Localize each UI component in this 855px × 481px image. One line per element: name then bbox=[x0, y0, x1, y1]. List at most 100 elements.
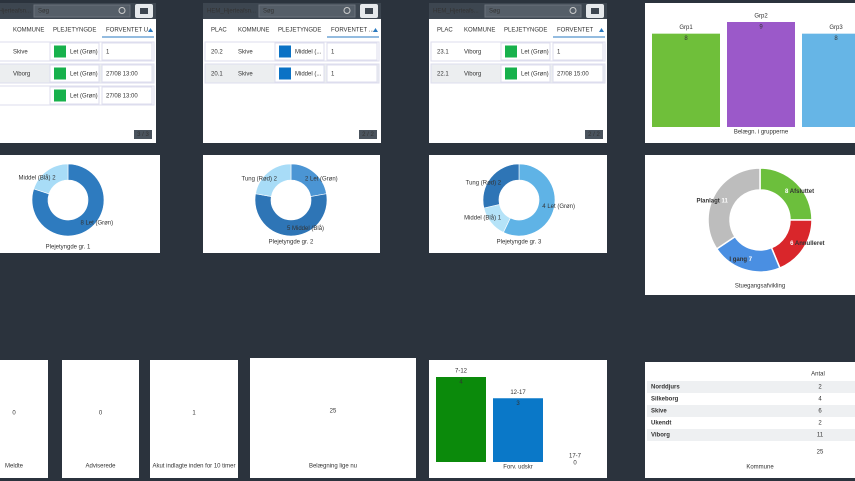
bar bbox=[493, 398, 543, 462]
panel bbox=[250, 358, 416, 478]
pager-text: 2 / 2 bbox=[362, 132, 374, 138]
table-row bbox=[647, 417, 855, 429]
widget-title: HEM_Hjerteafsn... bbox=[207, 9, 256, 15]
cell-text: Middel (... bbox=[295, 50, 322, 56]
cell-text: 1 bbox=[106, 50, 110, 56]
panel bbox=[150, 360, 238, 478]
column-header[interactable]: FORVENTET U... bbox=[106, 28, 153, 34]
donut-segment[interactable] bbox=[33, 163, 69, 195]
cell-text: Viborg bbox=[464, 72, 481, 78]
cell-box bbox=[101, 64, 153, 83]
cell-text: Viborg bbox=[464, 50, 481, 56]
segment-name: Planlagt bbox=[696, 198, 719, 204]
bar-category: Grp3 bbox=[829, 25, 843, 31]
kommune-total: 25 bbox=[817, 450, 824, 456]
column-header[interactable]: PLEJETYNGDE bbox=[53, 28, 96, 34]
table-row bbox=[647, 393, 855, 405]
column-header[interactable]: PLAC bbox=[437, 28, 453, 34]
donut-segment[interactable] bbox=[502, 163, 556, 237]
sort-arrow bbox=[599, 28, 604, 32]
search-placeholder: Søg bbox=[489, 9, 500, 15]
bar-category: Grp1 bbox=[679, 25, 693, 31]
segment-name: Let (Grøn) bbox=[85, 220, 113, 226]
cell-box bbox=[326, 42, 378, 61]
search-icon bbox=[118, 7, 126, 14]
severity-swatch bbox=[279, 45, 291, 58]
bar bbox=[436, 377, 486, 462]
segment-label: Middel (Blå) 1 bbox=[464, 214, 502, 221]
column-header[interactable]: PLEJETYNGDE bbox=[504, 28, 547, 34]
table-row bbox=[647, 429, 855, 441]
donut-segment[interactable] bbox=[31, 163, 105, 237]
column-header[interactable]: KOMMUNE bbox=[13, 28, 44, 34]
kommune-name: Norddjurs bbox=[651, 385, 680, 391]
donut-segment[interactable] bbox=[707, 167, 761, 250]
segment-value: 2 bbox=[52, 175, 56, 181]
table-row bbox=[647, 381, 855, 393]
bar-value: 8 bbox=[834, 36, 838, 42]
segment-value: 6 bbox=[790, 240, 794, 246]
segment-label: Middel (Blå) 2 bbox=[19, 174, 57, 181]
donut-segment[interactable] bbox=[255, 163, 292, 197]
kommune-name: Viborg bbox=[651, 433, 670, 439]
cell-text: 27/08 13:00 bbox=[106, 72, 138, 78]
kommune-count: 2 bbox=[818, 421, 822, 427]
cell-box bbox=[326, 64, 378, 83]
search-box[interactable] bbox=[258, 4, 356, 18]
column-header[interactable]: KOMMUNE bbox=[238, 28, 269, 34]
column-header[interactable]: FORVENTET bbox=[557, 28, 594, 34]
table-widget: HEM_Hjerteafs... Søg PLAC KOMMUNE PLEJETYNGD… bbox=[429, 3, 607, 143]
column-header[interactable]: PLAC bbox=[211, 28, 227, 34]
cell-text: Skive bbox=[13, 50, 28, 56]
segment-name: Tung (Rød) bbox=[466, 180, 496, 186]
cell-text: Let (Grøn) bbox=[70, 72, 98, 78]
search-box[interactable] bbox=[33, 4, 131, 18]
pager bbox=[585, 130, 603, 139]
kommune-name: Silkeborg bbox=[651, 397, 679, 403]
print-icon bbox=[365, 8, 373, 14]
kommune-count: 6 bbox=[818, 409, 822, 415]
segment-label: 6 Annulleret bbox=[790, 240, 824, 246]
cell-text: 1 bbox=[331, 72, 335, 78]
search-box[interactable] bbox=[484, 4, 582, 18]
print-icon bbox=[140, 8, 148, 14]
segment-name: Let (Grøn) bbox=[547, 204, 575, 210]
segment-label: Tung (Rød) 2 bbox=[242, 176, 278, 182]
kpi-value: 25 bbox=[330, 409, 337, 415]
table-widget: HEM_Hjerteafsn... Søg KOMMUNE PLEJETYNGDE FO… bbox=[0, 3, 156, 143]
bar bbox=[727, 22, 795, 127]
chart-title: Plejetyngde gr. 3 bbox=[497, 240, 542, 246]
kommune-name: Ukendt bbox=[651, 421, 671, 427]
segment-value: 2 bbox=[498, 180, 502, 186]
bar-category: 12-17 bbox=[510, 390, 526, 396]
donut-segment[interactable] bbox=[482, 163, 520, 209]
bar-category: Grp2 bbox=[754, 14, 768, 20]
cell-text: 1 bbox=[557, 50, 561, 56]
segment-value: 7 bbox=[749, 257, 753, 263]
cell-box bbox=[101, 86, 153, 105]
column-header[interactable]: FORVENTET ... bbox=[331, 28, 374, 34]
bar bbox=[802, 33, 855, 127]
donut-segment[interactable] bbox=[254, 193, 328, 237]
bar-category: 7-12 bbox=[455, 369, 468, 375]
cell-text: Let (Grøn) bbox=[70, 50, 98, 56]
severity-swatch bbox=[505, 45, 517, 58]
cell-text: 22.1 bbox=[437, 72, 449, 78]
segment-name: Middel (Blå) bbox=[292, 225, 324, 232]
segment-value: 8 bbox=[80, 220, 84, 226]
sort-arrow bbox=[373, 28, 378, 32]
column-header[interactable]: PLEJETYNGDE bbox=[278, 28, 321, 34]
cell-text: Viborg bbox=[13, 72, 30, 78]
segment-value: 5 bbox=[287, 226, 291, 232]
bar-value: 9 bbox=[759, 25, 763, 31]
widget-title: HEM_Hjerteafs... bbox=[433, 9, 479, 15]
chart-title: Plejetyngde gr. 1 bbox=[46, 245, 91, 251]
pager bbox=[134, 130, 152, 139]
segment-name: Afsluttet bbox=[790, 189, 814, 195]
print-icon bbox=[591, 8, 599, 14]
kpi-value: 0 bbox=[12, 411, 16, 417]
segment-name: Middel (Blå) bbox=[19, 174, 51, 181]
column-header[interactable]: KOMMUNE bbox=[464, 28, 495, 34]
kommune-name: Skive bbox=[651, 409, 667, 415]
